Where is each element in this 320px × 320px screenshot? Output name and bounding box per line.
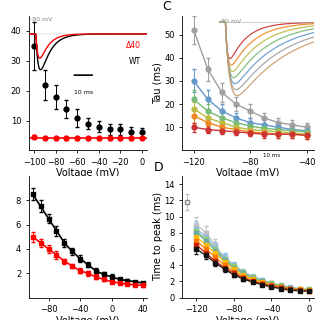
X-axis label: Voltage (mV): Voltage (mV) xyxy=(216,168,280,179)
X-axis label: Voltage (mV): Voltage (mV) xyxy=(56,168,120,179)
X-axis label: Voltage (mV): Voltage (mV) xyxy=(56,316,120,320)
Text: C: C xyxy=(163,0,172,13)
Y-axis label: Time to peak (ms): Time to peak (ms) xyxy=(153,192,163,281)
X-axis label: Voltage (mV): Voltage (mV) xyxy=(216,316,280,320)
Text: D: D xyxy=(154,161,163,174)
Y-axis label: Tau (ms): Tau (ms) xyxy=(153,62,163,104)
